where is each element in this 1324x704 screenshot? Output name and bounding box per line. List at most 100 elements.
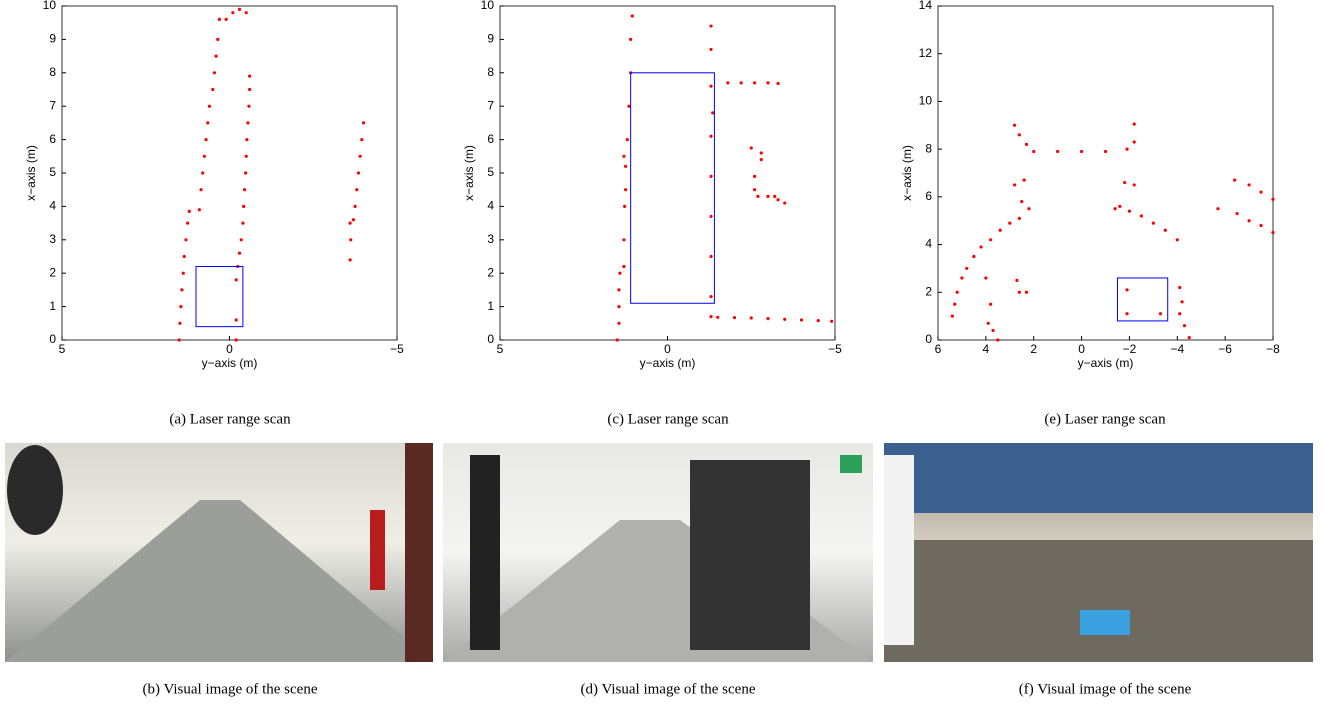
point (1125, 147, 1129, 151)
point (241, 221, 245, 225)
x-axis-title: y−axis (m) (1078, 356, 1134, 370)
point (1125, 312, 1129, 316)
point (242, 188, 247, 192)
point (1247, 219, 1251, 223)
point (1015, 278, 1019, 282)
x-tick-label: 0 (664, 342, 671, 356)
point (991, 328, 995, 333)
point (816, 319, 820, 323)
point (177, 338, 181, 342)
x-tick-label: 4 (983, 342, 990, 356)
point (187, 209, 191, 214)
x-tick-label: 6 (935, 342, 942, 356)
point (1024, 142, 1029, 146)
point (231, 11, 235, 15)
point (749, 316, 753, 320)
point (1259, 190, 1263, 194)
point (1012, 183, 1017, 187)
point (624, 188, 628, 192)
y-tick-label: 1 (49, 299, 56, 313)
point (178, 321, 182, 325)
point (732, 316, 737, 320)
point (776, 198, 780, 202)
point (776, 81, 780, 86)
point (244, 154, 248, 158)
y-axis-title: x−axis (m) (462, 145, 476, 201)
point (996, 338, 1000, 342)
point (1271, 231, 1275, 235)
y-tick-label: 6 (487, 132, 494, 146)
x-tick-label: −6 (1218, 342, 1232, 356)
point (1113, 207, 1117, 211)
y-tick-label: 8 (49, 65, 56, 79)
plot-frame (61, 5, 398, 341)
point (1024, 290, 1029, 294)
point (709, 84, 713, 88)
point (234, 338, 238, 342)
point (622, 154, 626, 158)
point (184, 238, 188, 242)
point (759, 158, 763, 162)
point (1125, 288, 1129, 292)
point (766, 317, 770, 321)
point (1017, 290, 1021, 294)
point (246, 121, 250, 125)
point (753, 188, 757, 192)
highlight-box (630, 72, 715, 304)
point (349, 238, 353, 242)
point (1017, 133, 1021, 137)
point (756, 194, 760, 198)
point (1032, 149, 1036, 154)
point (1022, 178, 1026, 182)
point (1012, 123, 1017, 127)
point (201, 171, 205, 175)
point (783, 317, 787, 321)
y-tick-label: 3 (487, 232, 494, 246)
point (180, 288, 184, 292)
point (351, 218, 356, 222)
caption: (e) Laser range scan (1044, 411, 1166, 427)
y-axis-title: x−axis (m) (900, 145, 914, 201)
point (237, 7, 242, 11)
point (1008, 221, 1012, 225)
caption: (c) Laser range scan (607, 411, 729, 427)
point (624, 164, 628, 168)
point (1132, 122, 1136, 126)
point (953, 302, 957, 306)
plot-frame (499, 5, 836, 341)
point (214, 54, 218, 58)
point (360, 138, 364, 142)
point (709, 174, 713, 178)
point (1216, 207, 1220, 211)
point (1158, 312, 1163, 316)
point (960, 276, 964, 280)
point (248, 87, 252, 92)
point (199, 188, 203, 192)
point (1178, 285, 1182, 290)
point (204, 138, 208, 142)
y-tick-label: 6 (49, 132, 56, 146)
point (955, 290, 959, 294)
point (627, 104, 631, 108)
point (1180, 300, 1184, 304)
photo-f (884, 443, 1313, 662)
x-tick-label: 5 (497, 342, 504, 356)
y-axis-title: x−axis (m) (24, 145, 38, 201)
point (355, 188, 359, 192)
x-tick-label: −8 (1266, 342, 1280, 356)
point (241, 204, 246, 208)
chart: 6 4 2 0 −2 −4 −6 −8 0 2 4 6 8 10 12 14 y−axis (m) x−axis … (900, 0, 1280, 370)
x-tick-label: −5 (390, 342, 404, 356)
point (1235, 211, 1239, 216)
x-tick-label: −4 (1170, 342, 1184, 356)
point (234, 318, 238, 322)
point (709, 134, 713, 138)
point (212, 71, 217, 75)
y-tick-label: 6 (925, 189, 932, 203)
point (617, 305, 621, 309)
point (749, 146, 753, 150)
y-tick-label: 5 (49, 165, 56, 179)
point (1182, 324, 1187, 328)
x-axis-title: y−axis (m) (202, 356, 258, 370)
